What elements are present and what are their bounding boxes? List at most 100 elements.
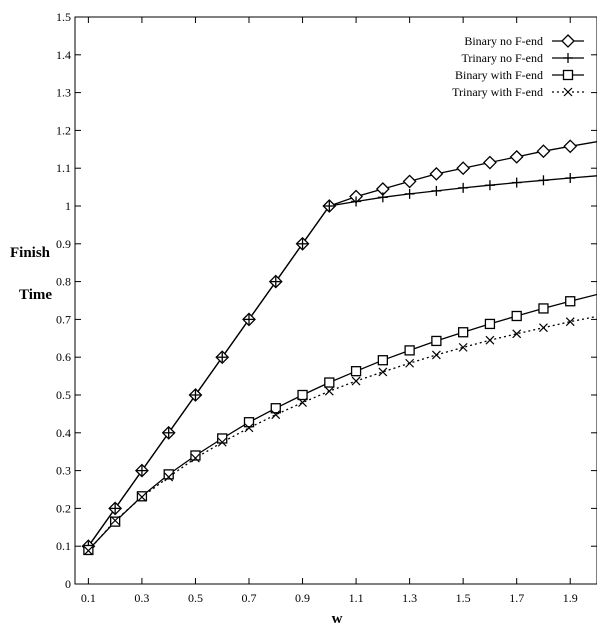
y-axis-label-line-1: Finish: [10, 245, 51, 261]
series-3-point: [431, 335, 442, 347]
series-2-point: [190, 390, 201, 400]
series-4-point: [431, 350, 441, 360]
series-2-point: [324, 201, 335, 211]
y-tick-label: 0.4: [56, 426, 71, 440]
series-1-point: [402, 174, 417, 189]
legend-entry: Trinary no F-end: [461, 51, 584, 65]
series-markers: [81, 139, 578, 556]
series-4-point: [164, 472, 174, 482]
series-1-point: [563, 139, 578, 154]
y-tick-label: 0.5: [56, 388, 71, 402]
legend-marker: [563, 87, 573, 97]
x-axis-label: w: [332, 611, 343, 627]
series-4-point: [110, 516, 120, 525]
y-tick-label: 0.7: [56, 312, 71, 326]
series-2-point: [110, 503, 121, 514]
series-3-point: [243, 417, 255, 428]
series-4-point: [405, 358, 415, 368]
series-4-point: [298, 398, 307, 407]
series-line-2: [87, 175, 597, 547]
series-3-point: [163, 469, 174, 480]
legend-entry: Binary no F-end: [464, 34, 584, 48]
series-4-point: [324, 386, 334, 396]
y-tick-label: 1.2: [56, 123, 71, 137]
series-1-point: [483, 155, 497, 170]
legend-label: Trinary with F-end: [452, 85, 543, 99]
series-2-point: [458, 182, 469, 193]
series-line-1: [87, 141, 597, 547]
legend-label: Binary with F-end: [455, 68, 543, 82]
series-4-point: [191, 453, 200, 463]
y-tick-label: 0.8: [56, 275, 71, 289]
series-1-point: [509, 149, 524, 164]
x-tick-label: 1.1: [349, 591, 364, 605]
series-4-point: [458, 342, 468, 352]
x-tick-label: 0.3: [134, 591, 149, 605]
series-3-point: [377, 355, 388, 366]
series-3-point: [110, 516, 121, 527]
series-4-point: [244, 423, 254, 433]
series-2-point: [351, 196, 362, 207]
series-2-point: [431, 185, 442, 196]
series-4-point: [83, 546, 93, 556]
series-1-point: [429, 166, 444, 181]
series-2-point: [565, 173, 576, 184]
series-2-point: [404, 188, 415, 199]
series-3-point: [270, 403, 281, 414]
plot-frame: [74, 16, 597, 585]
series-2-point: [297, 238, 308, 249]
series-2-point: [163, 427, 174, 438]
legend-marker: [561, 34, 575, 48]
x-tick-label: 1.3: [402, 591, 417, 605]
series-2-point: [270, 276, 281, 287]
legend-marker: [563, 53, 573, 63]
series-3-point: [324, 377, 335, 388]
y-tick-label: 0.1: [56, 539, 71, 553]
series-2-point: [136, 465, 147, 476]
y-tick-label: 0.3: [56, 464, 71, 478]
series-1-point: [536, 144, 551, 159]
x-tick-label: 1.7: [509, 591, 524, 605]
series-2-point: [244, 314, 254, 325]
series-line-3: [87, 293, 597, 551]
series-4-point: [512, 329, 522, 339]
series-1-point: [456, 161, 471, 176]
legend-label: Binary no F-end: [464, 34, 543, 48]
x-tick-label: 0.7: [242, 591, 257, 605]
y-tick-label: 1.5: [56, 10, 71, 24]
legend-entry: Trinary with F-end: [452, 85, 584, 99]
series-layer: [81, 139, 597, 556]
legend: Binary no F-end Trinary no F-end Binary wi…: [452, 34, 584, 99]
series-3-point: [458, 327, 469, 338]
series-4-point: [565, 317, 575, 327]
series-3-point: [404, 345, 415, 356]
series-line-4: [87, 315, 597, 552]
series-2-point: [538, 175, 549, 186]
y-tick-label: 0.6: [56, 350, 71, 364]
y-tick-label: 0.9: [56, 237, 71, 251]
x-tick-label: 0.1: [81, 591, 96, 605]
series-3-point: [484, 318, 496, 330]
series-3-point: [190, 450, 201, 461]
series-3-point: [565, 296, 576, 307]
series-2-point: [377, 192, 388, 203]
series-3-point: [511, 310, 522, 322]
series-4-point: [137, 492, 147, 502]
series-3-point: [297, 389, 308, 401]
series-4-point: [378, 367, 388, 377]
series-4-point: [271, 410, 281, 420]
y-tick-label: 0.2: [56, 501, 71, 515]
x-tick-label: 0.5: [188, 591, 203, 605]
series-2-point: [511, 177, 522, 188]
series-4-point: [539, 323, 548, 333]
x-tick-label: 1.9: [563, 591, 578, 605]
series-4-point: [485, 335, 495, 345]
legend-entry: Binary with F-end: [455, 68, 584, 82]
x-tick-label: 1.5: [456, 591, 471, 605]
y-tick-label: 1.4: [56, 48, 71, 62]
y-tick-label: 1.1: [56, 161, 71, 175]
y-axis-label-line-2: Time: [19, 287, 52, 303]
y-tick-label: 1: [65, 199, 71, 213]
series-2-point: [484, 180, 495, 191]
